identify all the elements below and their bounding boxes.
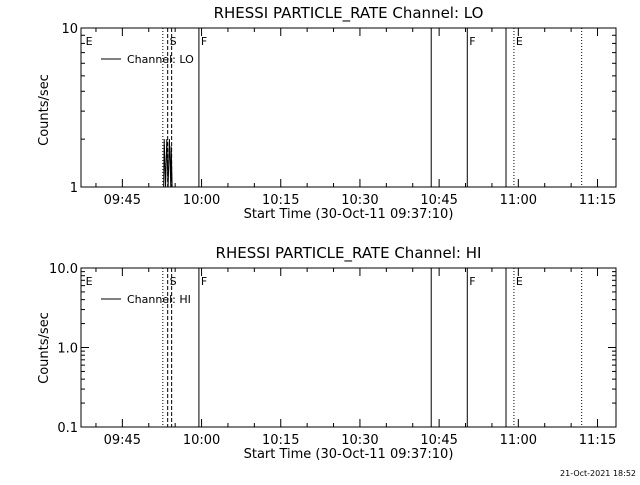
footer-timestamp: 21-Oct-2021 18:52 [560, 469, 636, 478]
panel-1-series-line [163, 139, 173, 188]
panel-2-event-label: E [86, 275, 93, 288]
panel-2-xtick-label: 09:45 [104, 433, 141, 448]
panel-2-xtick-label: 11:15 [579, 433, 616, 448]
panel-2-ytick-label: 0.1 [57, 421, 78, 436]
panel-2-legend-label: Channel: HI [127, 293, 191, 306]
panel-1-event-label: F [201, 35, 207, 48]
panel-1-title: RHESSI PARTICLE_RATE Channel: LO [214, 4, 484, 23]
panel-1-event-label: S [170, 35, 177, 48]
panel-2-xlabel: Start Time (30-Oct-11 09:37:10) [244, 447, 454, 462]
panel-1-legend-label: Channel: LO [127, 53, 194, 66]
panel-1-xtick-label: 09:45 [104, 193, 141, 208]
panel-1-xtick-label: 11:15 [579, 193, 616, 208]
panel-1-ytick-label: 10 [61, 22, 78, 37]
panel-2-title: RHESSI PARTICLE_RATE Channel: HI [216, 244, 482, 263]
panel-1-ytick-label: 1 [70, 181, 78, 196]
panel-2-ytick-label: 10.0 [49, 262, 78, 277]
panel-1-xtick-label: 11:00 [500, 193, 537, 208]
panel-1-event-label: E [86, 35, 93, 48]
panel-2-xtick-label: 10:45 [420, 433, 457, 448]
panel-1-xtick-label: 10:00 [183, 193, 220, 208]
panel-2-xtick-label: 10:15 [262, 433, 299, 448]
panel-2-event-label: E [516, 275, 523, 288]
panel-2-event-label: S [170, 275, 177, 288]
panel-2-xtick-label: 10:30 [341, 433, 378, 448]
panel-2-ylabel: Counts/sec [37, 312, 52, 384]
panel-2-event-label: F [201, 275, 207, 288]
panel-2-xtick-label: 11:00 [500, 433, 537, 448]
panel-2-xtick-label: 10:00 [183, 433, 220, 448]
panel-1-xlabel: Start Time (30-Oct-11 09:37:10) [244, 207, 454, 222]
panel-1-xtick-label: 10:30 [341, 193, 378, 208]
panel-2-ytick-label: 1.0 [57, 342, 78, 357]
panel-1-xtick-label: 10:15 [262, 193, 299, 208]
panel-1-axes-frame [80, 27, 617, 188]
panel-1-ylabel: Counts/sec [37, 74, 52, 146]
panel-1-event-label: F [469, 35, 475, 48]
panel-2-event-label: F [469, 275, 475, 288]
panel-1-xtick-label: 10:45 [420, 193, 457, 208]
panel-1-event-label: E [516, 35, 523, 48]
